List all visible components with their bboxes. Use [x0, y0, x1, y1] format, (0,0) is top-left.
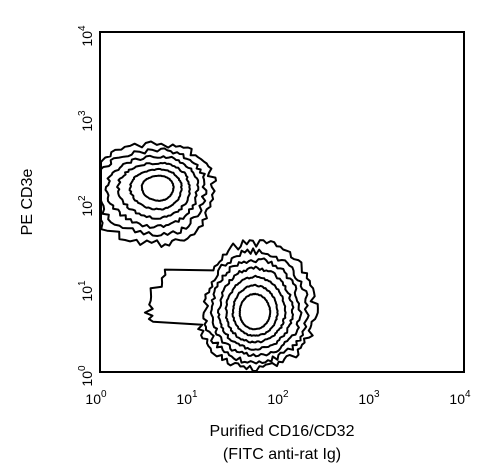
contour-level: [209, 257, 303, 358]
contour-level: [231, 283, 279, 337]
y-tick-labels: 100 101 102 103 104: [77, 25, 95, 387]
contour-level: [224, 274, 287, 344]
contour-level: [104, 154, 200, 229]
contour-level: [100, 147, 208, 237]
x-tick-label: 100: [85, 389, 107, 407]
contour-level: [217, 265, 295, 351]
contour-level: [202, 247, 310, 365]
x-tick-label: 102: [267, 389, 289, 407]
y-tick-label: 101: [77, 280, 95, 302]
y-tick-label: 104: [77, 25, 95, 47]
contour-level: [143, 239, 319, 372]
x-axis-title-line1: Purified CD16/CD32: [210, 423, 355, 440]
y-tick-label: 103: [77, 110, 95, 132]
x-tick-label: 104: [449, 389, 471, 407]
x-axis-title-line2: (FITC anti-rat Ig): [223, 446, 341, 463]
contour-level: [140, 174, 175, 202]
contour-level: [100, 140, 217, 248]
contour-level: [116, 161, 191, 220]
x-tick-labels: 100 101 102 103 104: [85, 389, 471, 407]
x-tick-label: 103: [358, 389, 380, 407]
y-tick-label: 100: [77, 365, 95, 387]
contour-level: [238, 292, 272, 331]
y-axis-title: PE CD3e: [19, 169, 36, 236]
contour-lines: [100, 140, 319, 372]
contour-level: [128, 167, 183, 211]
y-tick-label: 102: [77, 195, 95, 217]
x-tick-label: 101: [176, 389, 198, 407]
